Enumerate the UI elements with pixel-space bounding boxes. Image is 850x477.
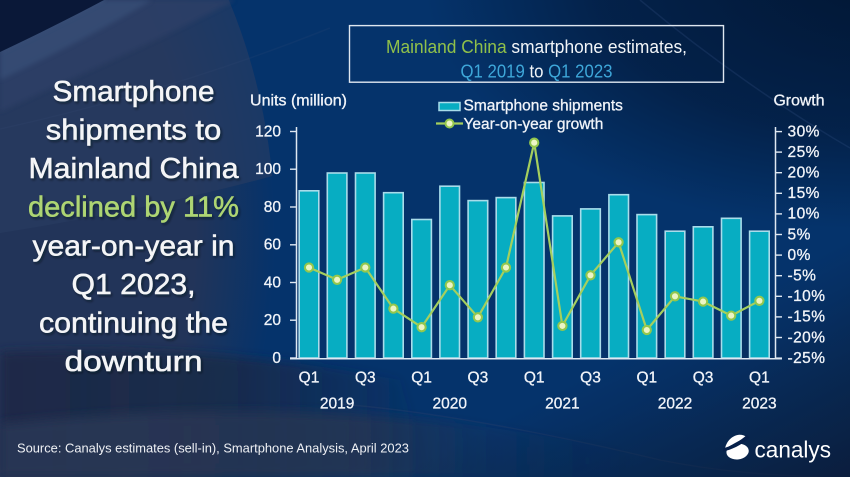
svg-text:0: 0 bbox=[272, 350, 281, 367]
svg-text:30%: 30% bbox=[788, 123, 820, 140]
svg-text:Year-on-year growth: Year-on-year growth bbox=[464, 116, 604, 133]
svg-text:-10%: -10% bbox=[788, 288, 826, 305]
svg-text:5%: 5% bbox=[788, 226, 811, 243]
svg-text:-20%: -20% bbox=[788, 329, 826, 346]
svg-text:20%: 20% bbox=[788, 165, 820, 182]
svg-text:100: 100 bbox=[255, 161, 281, 178]
svg-text:shipments to: shipments to bbox=[46, 115, 222, 147]
svg-text:80: 80 bbox=[264, 199, 282, 216]
svg-text:2021: 2021 bbox=[545, 396, 579, 413]
svg-text:Q1 2019 to Q1 2023: Q1 2019 to Q1 2023 bbox=[461, 61, 613, 81]
svg-text:2023: 2023 bbox=[742, 396, 776, 413]
svg-text:-15%: -15% bbox=[788, 309, 826, 326]
svg-text:Q1: Q1 bbox=[299, 370, 320, 387]
svg-text:0%: 0% bbox=[788, 247, 811, 264]
svg-text:2020: 2020 bbox=[433, 396, 468, 413]
svg-text:canalys: canalys bbox=[755, 436, 832, 462]
svg-text:Q1: Q1 bbox=[411, 370, 432, 387]
svg-text:Q1: Q1 bbox=[749, 370, 770, 387]
svg-text:Q3: Q3 bbox=[580, 370, 601, 387]
svg-text:Q3: Q3 bbox=[693, 370, 714, 387]
svg-text:Source: Canalys estimates (sel: Source: Canalys estimates (sell-in), Sma… bbox=[17, 441, 409, 456]
svg-text:2019: 2019 bbox=[320, 396, 354, 413]
svg-text:Growth: Growth bbox=[774, 92, 825, 109]
svg-text:year-on-year in: year-on-year in bbox=[33, 230, 235, 262]
svg-text:downturn: downturn bbox=[65, 346, 203, 378]
svg-text:40: 40 bbox=[264, 274, 282, 291]
svg-text:Q1 2023,: Q1 2023, bbox=[72, 269, 196, 301]
svg-text:declined by 11%: declined by 11% bbox=[28, 192, 239, 224]
svg-text:60: 60 bbox=[264, 237, 282, 254]
svg-text:15%: 15% bbox=[788, 185, 820, 202]
svg-text:Q1: Q1 bbox=[636, 370, 657, 387]
svg-text:-5%: -5% bbox=[788, 268, 817, 285]
svg-text:Smartphone shipments: Smartphone shipments bbox=[464, 98, 624, 115]
svg-text:Q3: Q3 bbox=[355, 370, 376, 387]
svg-text:10%: 10% bbox=[788, 206, 820, 223]
svg-text:Smartphone: Smartphone bbox=[53, 76, 215, 108]
svg-text:120: 120 bbox=[255, 123, 281, 140]
svg-text:25%: 25% bbox=[788, 144, 820, 161]
svg-text:Q1: Q1 bbox=[524, 370, 545, 387]
svg-text:Mainland China: Mainland China bbox=[29, 153, 240, 185]
svg-text:20: 20 bbox=[264, 312, 282, 329]
svg-text:-25%: -25% bbox=[788, 350, 826, 367]
svg-text:Units (million): Units (million) bbox=[250, 93, 347, 110]
svg-text:Mainland China smartphone esti: Mainland China smartphone estimates, bbox=[386, 37, 687, 57]
svg-text:Q3: Q3 bbox=[468, 370, 489, 387]
svg-text:2022: 2022 bbox=[658, 396, 692, 413]
svg-text:continuing the: continuing the bbox=[39, 307, 228, 339]
